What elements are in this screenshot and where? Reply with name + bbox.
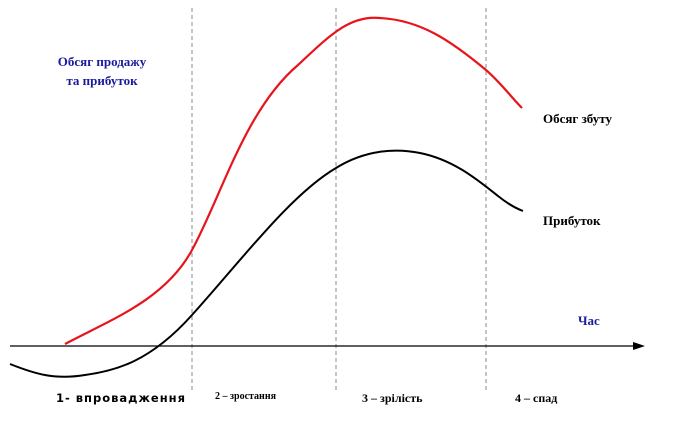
stage-label-maturity: 3 – зрілість: [362, 391, 423, 405]
time-axis-arrow-icon: [633, 342, 645, 350]
stage-label-decline: 4 – спад: [515, 391, 558, 405]
y-axis-label: Обсяг продажу та прибуток: [57, 54, 147, 88]
sales-volume-curve: [64, 16, 523, 345]
time-axis-label: Час: [578, 313, 600, 328]
sales-volume-label: Обсяг збуту: [543, 111, 613, 126]
profit-label: Прибуток: [543, 213, 601, 228]
profit-curve: [9, 149, 524, 378]
stage-label-growth: 2 – зростання: [215, 391, 276, 402]
stage-label-introduction: 1- впровадження: [56, 391, 186, 405]
